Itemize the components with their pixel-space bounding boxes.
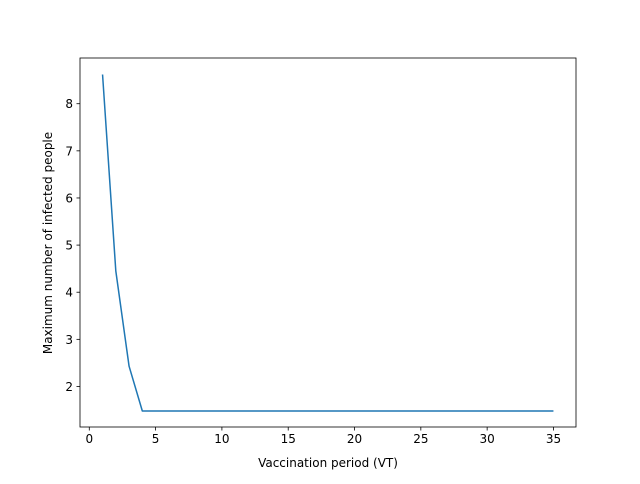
y-tick-label-2: 4 bbox=[65, 286, 73, 300]
x-tick-label-0: 0 bbox=[85, 432, 93, 446]
x-axis-label: Vaccination period (VT) bbox=[258, 456, 398, 470]
x-tick-label-4: 20 bbox=[347, 432, 362, 446]
y-tick-label-4: 6 bbox=[65, 191, 73, 205]
x-tick-label-7: 35 bbox=[546, 432, 561, 446]
y-tick-label-5: 7 bbox=[65, 144, 73, 158]
axes-frame bbox=[79, 57, 577, 428]
y-tick-label-3: 5 bbox=[65, 239, 73, 253]
y-tick-label-0: 2 bbox=[65, 380, 73, 394]
y-tick-label-1: 3 bbox=[65, 333, 73, 347]
y-tick-label-6: 8 bbox=[65, 97, 73, 111]
y-axis-label: Maximum number of infected people bbox=[41, 132, 55, 354]
x-tick-label-2: 10 bbox=[214, 432, 229, 446]
series-line-0 bbox=[101, 74, 554, 412]
x-tick-label-1: 5 bbox=[152, 432, 160, 446]
x-tick-label-3: 15 bbox=[281, 432, 296, 446]
axes: 0 5 10 15 20 25 30 35 2 3 4 5 6 7 8 bbox=[65, 57, 577, 446]
x-tick-label-5: 25 bbox=[413, 432, 428, 446]
plot-area bbox=[101, 74, 554, 412]
x-tick-label-6: 30 bbox=[480, 432, 495, 446]
